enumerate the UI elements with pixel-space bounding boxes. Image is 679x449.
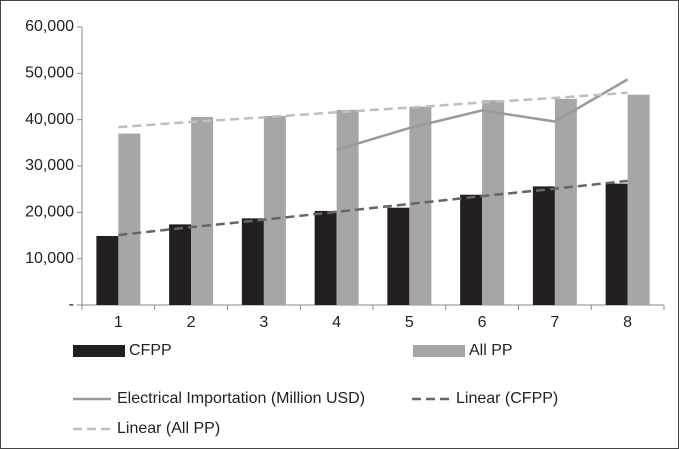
- bar: [532, 186, 555, 305]
- bar: [241, 218, 264, 305]
- x-tick-label: 1: [114, 314, 123, 331]
- y-tick-label: 60,000: [25, 18, 74, 35]
- legend-swatch: [413, 345, 465, 357]
- line-series: [118, 91, 628, 129]
- y-tick-label: -: [69, 296, 74, 313]
- legend-swatch: [73, 345, 125, 357]
- bar: [460, 194, 483, 305]
- x-tick-label: 4: [332, 314, 341, 331]
- bar: [263, 115, 286, 306]
- y-tick-label: 30,000: [25, 157, 74, 174]
- y-tick-label: 40,000: [25, 111, 74, 128]
- bar: [482, 100, 505, 305]
- legend-label: CFPP: [129, 342, 172, 359]
- bar: [554, 98, 577, 305]
- legend-label: All PP: [469, 342, 513, 359]
- line-series: [118, 179, 628, 237]
- bar: [118, 133, 141, 305]
- bar: [96, 235, 119, 305]
- x-tick-label: 5: [405, 314, 414, 331]
- line-series: [336, 78, 629, 151]
- legend-label: Linear (CFPP): [456, 390, 558, 407]
- x-tick-label: 3: [259, 314, 268, 331]
- x-tick-label: 7: [550, 314, 559, 331]
- bar: [169, 224, 192, 305]
- bar: [627, 94, 650, 305]
- y-tick-label: 10,000: [25, 250, 74, 267]
- bar: [314, 210, 337, 305]
- bar: [336, 109, 359, 305]
- bar: [409, 106, 432, 306]
- x-tick-label: 8: [623, 314, 632, 331]
- bar: [605, 183, 628, 305]
- x-tick-label: 2: [187, 314, 196, 331]
- legend-label: Linear (All PP): [117, 420, 220, 437]
- y-tick-label: 20,000: [25, 204, 74, 221]
- legend-label: Electrical Importation (Million USD): [117, 390, 365, 407]
- bar: [387, 207, 410, 305]
- y-tick-label: 50,000: [25, 65, 74, 82]
- bar: [191, 116, 214, 306]
- x-tick-label: 6: [478, 314, 487, 331]
